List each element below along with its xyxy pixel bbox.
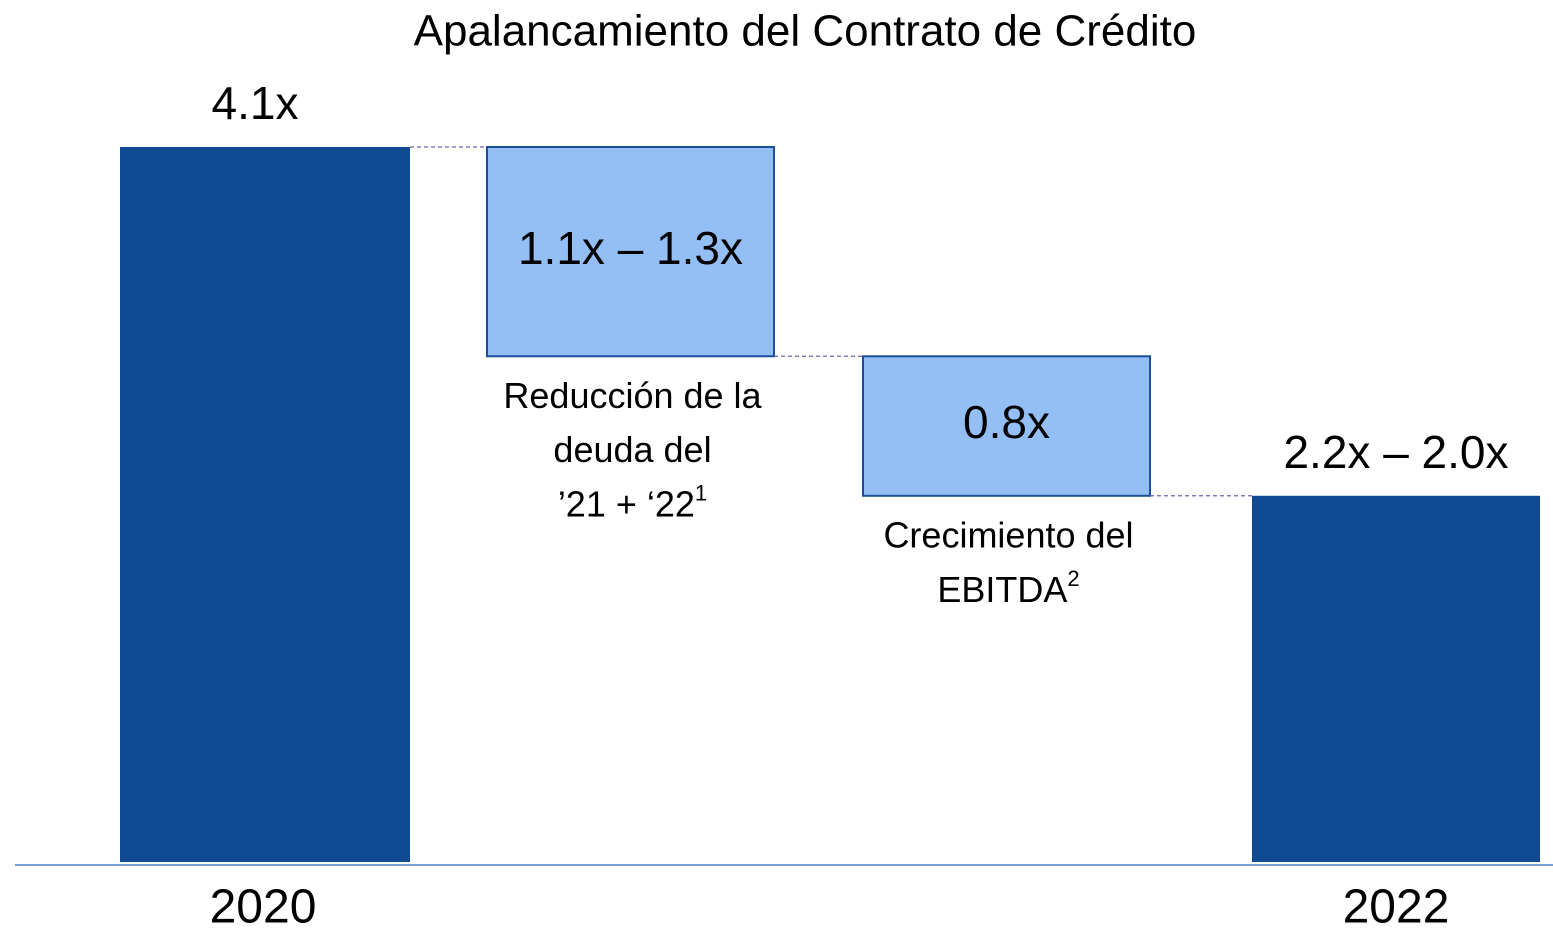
chart-title: Apalancamiento del Contrato de Crédito (414, 7, 1197, 56)
annotation: ’21 + ‘221 (558, 480, 707, 524)
value-label: 4.1x (212, 77, 299, 129)
value-label: 0.8x (963, 396, 1050, 448)
x-tick-label: 2020 (210, 881, 317, 932)
annotation: EBITDA2 (937, 566, 1079, 610)
annotation: deuda del (553, 429, 711, 470)
bar (862, 355, 1151, 497)
value-label: 2.2x – 2.0x (1283, 426, 1508, 478)
value-label: 1.1x – 1.3x (518, 222, 743, 274)
annotation-text: ’21 + ‘22 (558, 483, 695, 524)
bar (120, 147, 410, 862)
annotation: Reducción de la (503, 375, 762, 416)
annotation: Crecimiento del (883, 514, 1133, 555)
bar (486, 146, 775, 358)
footnote-mark: 1 (695, 480, 707, 505)
x-tick-label: 2022 (1343, 881, 1450, 932)
bar (1252, 495, 1540, 862)
annotation-text: EBITDA (937, 568, 1067, 609)
footnote-mark: 2 (1067, 566, 1079, 591)
